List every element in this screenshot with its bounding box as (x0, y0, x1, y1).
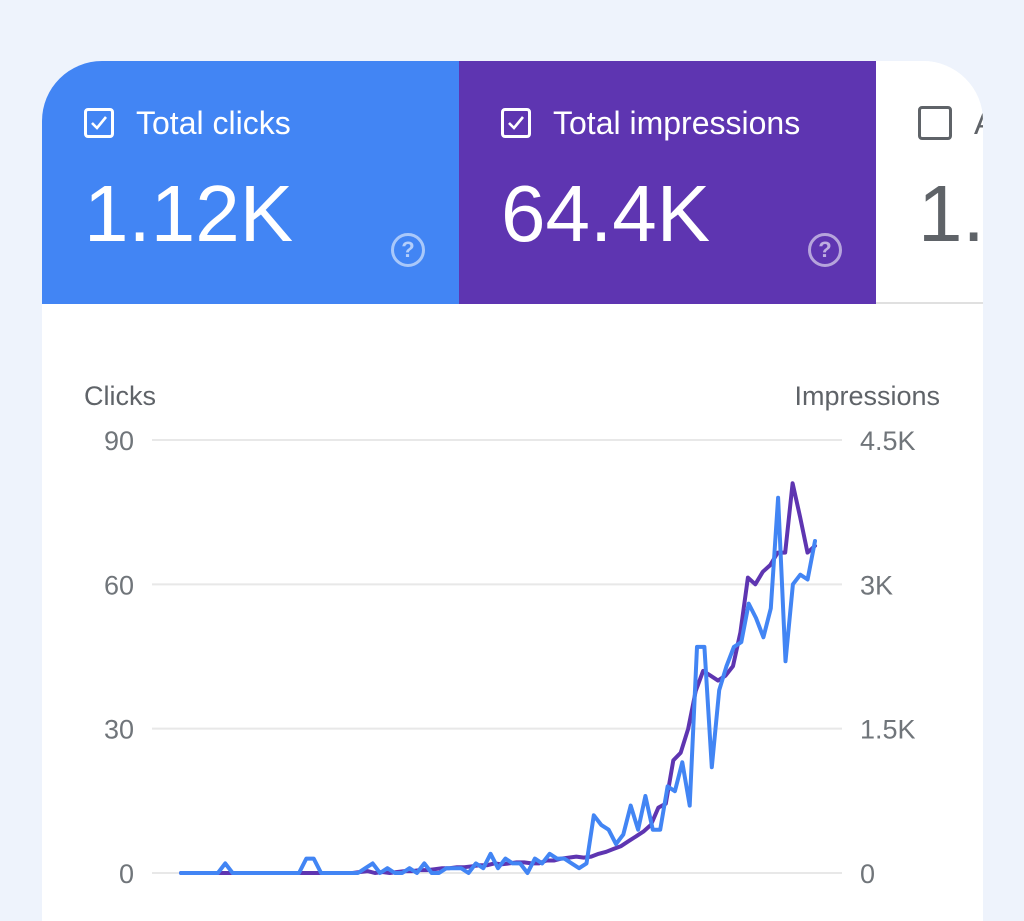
y-tick-left: 0 (119, 859, 134, 889)
metric-header: Total impressions (501, 103, 800, 143)
performance-card: Total clicks 1.12K ? Total impressions 6… (42, 61, 983, 921)
y-tick-right: 4.5K (860, 426, 916, 456)
performance-chart: 90 4.5K 60 3K 30 1.5K 0 0 Clicks Impressions (84, 381, 940, 889)
metric-total-clicks[interactable]: Total clicks 1.12K ? (42, 61, 459, 304)
metric-value: 1.12K (84, 169, 294, 258)
metric-label: A (974, 103, 983, 143)
help-icon[interactable]: ? (808, 233, 842, 267)
checkbox-total-impressions[interactable] (501, 108, 531, 138)
y-tick-left: 90 (104, 426, 134, 456)
help-icon[interactable]: ? (391, 233, 425, 267)
y-axis-label-left: Clicks (84, 381, 156, 411)
metric-label: Total impressions (553, 105, 801, 141)
checkbox-unchecked[interactable] (918, 106, 952, 140)
series-line-clicks (179, 495, 817, 875)
series-line-impressions (179, 481, 817, 875)
divider (876, 302, 983, 304)
metric-third[interactable]: A 1. (876, 61, 983, 304)
y-tick-left: 30 (104, 715, 134, 745)
y-tick-left: 60 (104, 570, 134, 600)
metric-value: 64.4K (501, 169, 711, 258)
checkbox-total-clicks[interactable] (84, 108, 114, 138)
metric-total-impressions[interactable]: Total impressions 64.4K ? (459, 61, 876, 304)
check-icon (91, 116, 108, 130)
check-icon (508, 116, 525, 130)
y-tick-right: 1.5K (860, 715, 916, 745)
y-tick-right: 3K (860, 570, 893, 600)
metric-value: 1. (918, 169, 983, 258)
metric-header: Total clicks (84, 103, 291, 143)
metric-label: Total clicks (136, 105, 291, 141)
metric-header: A (918, 103, 983, 143)
y-axis-label-right: Impressions (794, 381, 940, 411)
y-tick-right: 0 (860, 859, 875, 889)
